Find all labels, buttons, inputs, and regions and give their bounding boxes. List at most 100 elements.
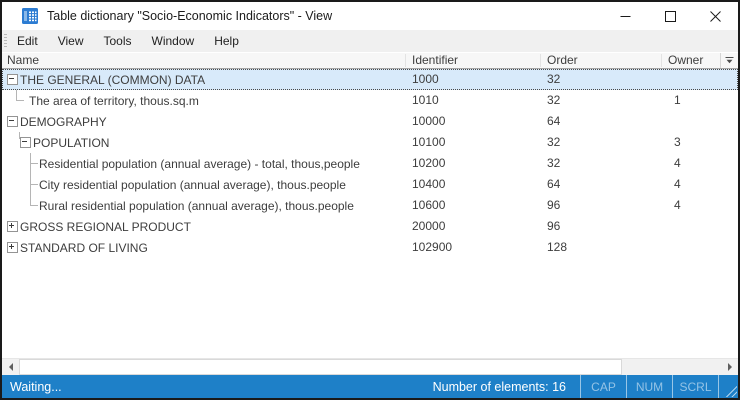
horizontal-scrollbar xyxy=(2,358,738,375)
tree-elbow-connector xyxy=(30,195,38,216)
row-identifier: 10000 xyxy=(412,114,446,128)
menu-bar: Edit View Tools Window Help xyxy=(2,30,738,52)
column-header-identifier[interactable]: Identifier xyxy=(412,53,459,67)
caps-lock-indicator: CAP xyxy=(580,375,626,398)
tree-table-body: THE GENERAL (COMMON) DATA 1000 32 The ar… xyxy=(2,69,738,358)
tree-expand-icon[interactable] xyxy=(7,221,18,232)
row-order: 32 xyxy=(547,156,561,170)
row-owner: 4 xyxy=(674,156,681,170)
scroll-left-icon xyxy=(8,363,13,371)
column-header-name[interactable]: Name xyxy=(7,53,40,67)
row-name: City residential population (annual aver… xyxy=(39,177,346,192)
row-name: Rural residential population (annual ave… xyxy=(39,198,354,213)
row-identifier: 10400 xyxy=(412,177,446,191)
name-cell: GROSS REGIONAL PRODUCT xyxy=(2,216,738,237)
row-owner: 4 xyxy=(674,177,681,191)
maximize-icon xyxy=(665,10,676,22)
name-cell: Rural residential population (annual ave… xyxy=(2,195,738,216)
row-identifier: 1010 xyxy=(412,93,439,107)
table-row[interactable]: DEMOGRAPHY 10000 64 xyxy=(2,111,738,132)
row-identifier: 20000 xyxy=(412,219,446,233)
row-identifier: 102900 xyxy=(412,240,453,254)
row-name: GROSS REGIONAL PRODUCT xyxy=(20,219,191,234)
table-row[interactable]: POPULATION 10100 32 3 xyxy=(2,132,738,153)
menu-help[interactable]: Help xyxy=(214,34,239,48)
column-filter-dropdown-icon xyxy=(725,57,734,64)
table-row[interactable]: STANDARD OF LIVING 102900 128 xyxy=(2,237,738,258)
menu-view[interactable]: View xyxy=(57,34,84,48)
scroll-lock-indicator: SCRL xyxy=(672,375,718,398)
row-identifier: 10600 xyxy=(412,198,446,212)
row-name: THE GENERAL (COMMON) DATA xyxy=(20,72,206,87)
table-row[interactable]: Residential population (annual average) … xyxy=(2,153,738,174)
table-row[interactable]: The area of territory, thous.sq.m 1010 3… xyxy=(2,90,738,111)
tree-elbow-connector xyxy=(16,90,25,111)
row-order: 96 xyxy=(547,219,561,233)
close-icon xyxy=(710,10,721,22)
name-cell: THE GENERAL (COMMON) DATA xyxy=(2,69,738,90)
title-bar: Table dictionary "Socio-Economic Indicat… xyxy=(2,2,738,30)
name-cell: DEMOGRAPHY xyxy=(2,111,738,132)
row-identifier: 1000 xyxy=(412,72,439,86)
row-order: 32 xyxy=(547,135,561,149)
row-name: STANDARD OF LIVING xyxy=(20,240,148,255)
column-header-owner[interactable]: Owner xyxy=(668,53,704,67)
tree-tee-connector xyxy=(30,174,38,195)
name-cell: Residential population (annual average) … xyxy=(2,153,738,174)
tree-collapse-icon[interactable] xyxy=(7,74,18,85)
scrollbar-track[interactable] xyxy=(622,359,721,375)
tree-collapse-icon[interactable] xyxy=(7,116,18,127)
name-cell: City residential population (annual aver… xyxy=(2,174,738,195)
table-dictionary-icon xyxy=(22,8,38,24)
resize-grip-cell xyxy=(718,375,738,398)
tree-tee-connector xyxy=(30,153,38,174)
row-order: 32 xyxy=(547,72,561,86)
table-row[interactable]: THE GENERAL (COMMON) DATA 1000 32 xyxy=(2,69,738,90)
column-separator xyxy=(540,54,541,67)
row-order: 128 xyxy=(547,240,568,254)
scroll-left-button[interactable] xyxy=(2,359,19,375)
row-owner: 4 xyxy=(674,198,681,212)
table-row[interactable]: GROSS REGIONAL PRODUCT 20000 96 xyxy=(2,216,738,237)
status-message: Waiting... xyxy=(10,379,62,394)
tree-collapse-icon[interactable] xyxy=(20,137,31,148)
menu-tools[interactable]: Tools xyxy=(103,34,132,48)
row-order: 64 xyxy=(547,114,561,128)
resize-grip-icon[interactable] xyxy=(724,384,737,397)
scrollbar-thumb[interactable] xyxy=(19,359,622,375)
maximize-button[interactable] xyxy=(648,2,693,30)
column-header-order[interactable]: Order xyxy=(547,53,578,67)
table-row[interactable]: Rural residential population (annual ave… xyxy=(2,195,738,216)
row-name: DEMOGRAPHY xyxy=(20,114,107,129)
table-row[interactable]: City residential population (annual aver… xyxy=(2,174,738,195)
row-name: The area of territory, thous.sq.m xyxy=(29,93,199,108)
row-name: Residential population (annual average) … xyxy=(39,156,360,171)
row-order: 32 xyxy=(547,93,561,107)
close-button[interactable] xyxy=(693,2,738,30)
minimize-button[interactable] xyxy=(603,2,648,30)
column-separator xyxy=(661,54,662,67)
name-cell: STANDARD OF LIVING xyxy=(2,237,738,258)
name-cell: POPULATION xyxy=(2,132,738,153)
scroll-right-button[interactable] xyxy=(721,359,738,375)
tree-expand-icon[interactable] xyxy=(7,242,18,253)
menu-edit[interactable]: Edit xyxy=(17,34,38,48)
row-owner: 3 xyxy=(674,135,681,149)
column-chooser-button[interactable] xyxy=(720,53,738,68)
menu-window[interactable]: Window xyxy=(151,34,195,48)
column-separator xyxy=(405,54,406,67)
status-bar: Waiting... Number of elements: 16 CAP NU… xyxy=(2,375,738,398)
row-order: 64 xyxy=(547,177,561,191)
window-title: Table dictionary "Socio-Economic Indicat… xyxy=(47,9,333,23)
name-cell: The area of territory, thous.sq.m xyxy=(2,90,738,111)
element-count: Number of elements: 16 xyxy=(432,379,566,394)
row-owner: 1 xyxy=(674,93,681,107)
minimize-icon xyxy=(620,15,631,17)
row-identifier: 10100 xyxy=(412,135,446,149)
column-header: Name Identifier Order Owner xyxy=(2,52,738,69)
toolbar-grip-icon[interactable] xyxy=(4,34,7,48)
num-lock-indicator: NUM xyxy=(626,375,672,398)
window-controls xyxy=(603,2,738,30)
row-order: 96 xyxy=(547,198,561,212)
